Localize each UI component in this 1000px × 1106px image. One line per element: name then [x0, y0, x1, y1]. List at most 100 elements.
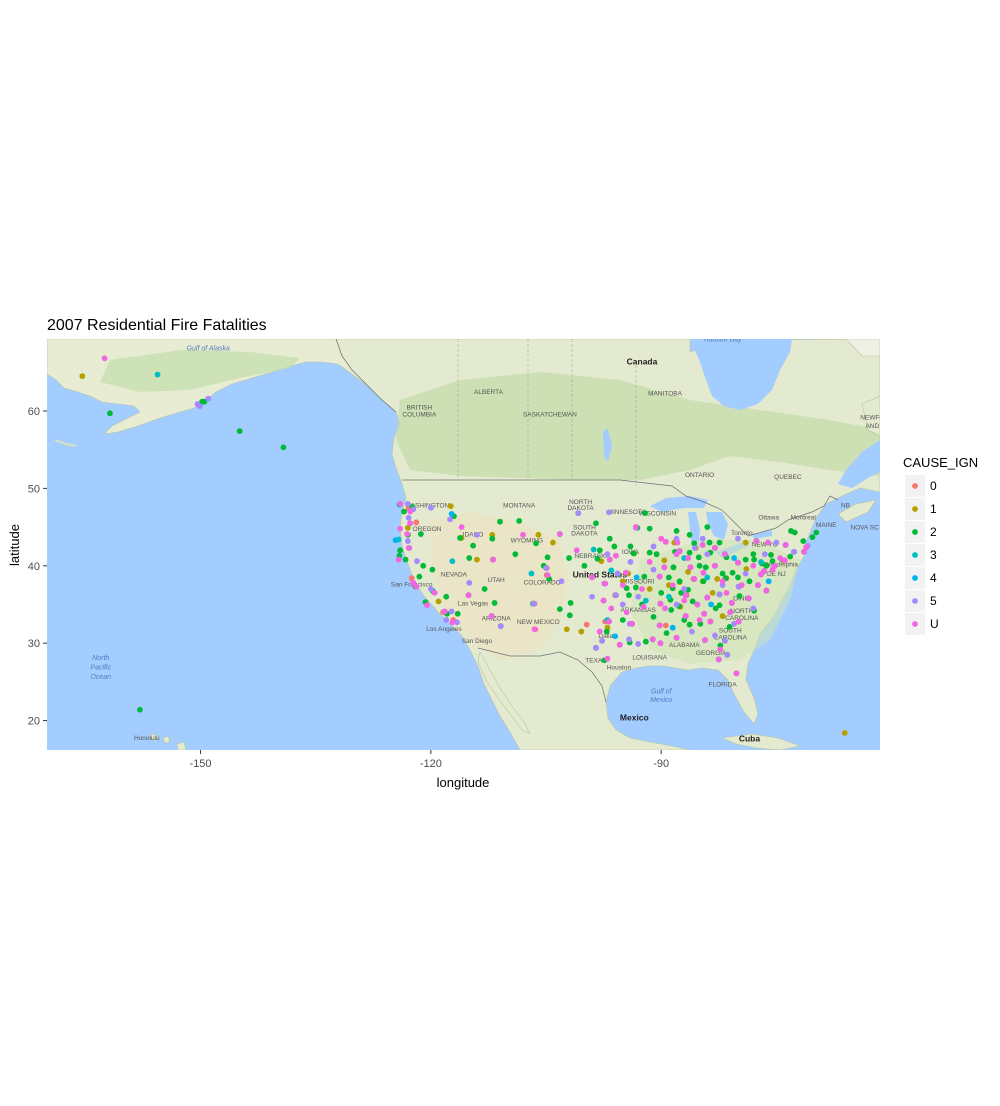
data-point-cause-U [441, 608, 448, 615]
map-label: United States [573, 569, 628, 579]
data-point-cause-5 [791, 548, 797, 555]
map-label: TEXAS [585, 658, 607, 665]
map-label: FLORIDA [709, 682, 738, 689]
eastern-forest [630, 540, 800, 664]
map-label: NORTH [730, 608, 753, 615]
data-point-cause-2 [402, 556, 409, 563]
data-point-cause-2 [516, 517, 523, 524]
y-tick-label: 30 [28, 638, 40, 650]
data-point-cause-5 [448, 608, 455, 615]
data-point-cause-1 [563, 626, 570, 633]
data-point-cause-4 [708, 601, 714, 608]
data-point-cause-U [606, 556, 613, 563]
data-point-cause-2 [443, 593, 450, 600]
data-point-cause-U [397, 500, 404, 507]
lake-winnipeg [603, 428, 612, 462]
data-point-cause-2 [199, 398, 205, 405]
data-point-cause-2 [729, 569, 736, 576]
data-point-cause-1 [742, 539, 749, 546]
data-point-cause-2 [632, 584, 639, 591]
data-point-cause-2 [544, 554, 551, 561]
map-label: WASHINGTON [405, 503, 450, 510]
data-point-cause-1 [743, 565, 750, 572]
data-point-cause-U [600, 597, 607, 604]
map-label: NOVA SC [850, 524, 879, 531]
scatter-points [79, 355, 848, 736]
map-label: NEWFO [860, 414, 884, 421]
data-point-cause-U [662, 538, 669, 545]
map-label: COLORADO [524, 579, 561, 586]
map-label: North [92, 655, 109, 662]
data-point-cause-1 [447, 503, 454, 510]
data-point-cause-2 [417, 531, 424, 537]
data-point-cause-2 [491, 600, 498, 606]
legend-label: 2 [930, 525, 937, 539]
data-point-cause-2 [489, 535, 496, 542]
data-point-cause-U [682, 592, 689, 599]
data-point-cause-4 [448, 511, 455, 517]
map-label: ALBERTA [474, 389, 504, 396]
data-point-cause-5 [750, 605, 757, 612]
data-point-cause-U [782, 541, 789, 548]
data-point-cause-U [413, 583, 420, 590]
map-label: ONTARIO [685, 472, 714, 479]
data-point-cause-U [673, 634, 680, 641]
data-point-cause-U [727, 609, 734, 616]
map-label: NB [841, 503, 850, 510]
data-point-cause-U [694, 601, 701, 608]
data-point-cause-U [407, 508, 414, 515]
x-tick-label: -120 [420, 758, 442, 770]
data-point-cause-U [602, 580, 609, 587]
data-point-cause-1 [646, 586, 653, 592]
map-label: CAROLINA [725, 615, 759, 622]
map-label: GINIA [733, 596, 751, 603]
data-point-cause-2 [658, 589, 665, 596]
data-point-cause-U [735, 559, 741, 566]
data-point-cause-U [669, 582, 676, 589]
data-point-cause-2 [457, 535, 463, 541]
map-label: NEBRASKA [574, 553, 610, 560]
data-point-cause-5 [497, 623, 504, 630]
data-point-cause-U [687, 564, 694, 571]
data-point-cause-U [596, 628, 603, 635]
map-label: Canada [627, 357, 658, 367]
data-point-cause-2 [769, 558, 776, 565]
province-lines [457, 339, 637, 486]
data-point-cause-1 [535, 531, 542, 538]
data-point-cause-U [781, 557, 788, 564]
data-point-cause-5 [689, 628, 695, 635]
lake-huron [706, 512, 728, 540]
data-point-cause-U [685, 555, 691, 561]
data-point-cause-U [656, 622, 663, 629]
data-point-cause-2 [689, 598, 696, 605]
data-point-cause-1 [79, 373, 86, 380]
data-point-cause-2 [702, 564, 709, 571]
data-point-cause-2 [788, 528, 794, 534]
data-point-cause-U [803, 544, 810, 551]
data-point-cause-2 [650, 613, 657, 620]
legend-label: 0 [930, 479, 937, 493]
data-point-cause-U [405, 545, 412, 551]
map-label: Philadelphia [762, 562, 798, 569]
map-label: Pacific [90, 665, 111, 672]
data-point-cause-U [696, 617, 703, 623]
data-point-cause-U [612, 552, 619, 559]
data-point-cause-U [604, 655, 611, 662]
data-point-cause-2 [706, 539, 713, 546]
data-point-cause-5 [692, 545, 698, 551]
data-point-cause-4 [392, 537, 399, 544]
data-point-cause-3 [704, 574, 711, 581]
data-point-cause-2 [676, 578, 683, 585]
data-point-cause-U [101, 355, 108, 362]
data-point-cause-3 [590, 546, 597, 553]
legend-key-1 [912, 506, 918, 512]
data-point-cause-2 [787, 553, 794, 560]
map-label: Gulf of [651, 688, 673, 695]
data-point-cause-U [404, 531, 410, 537]
data-point-cause-5 [612, 592, 619, 599]
data-point-cause-2 [594, 555, 601, 562]
x-axis-label: longitude [437, 775, 490, 790]
data-point-cause-U [723, 589, 730, 596]
data-point-cause-1 [550, 539, 556, 546]
